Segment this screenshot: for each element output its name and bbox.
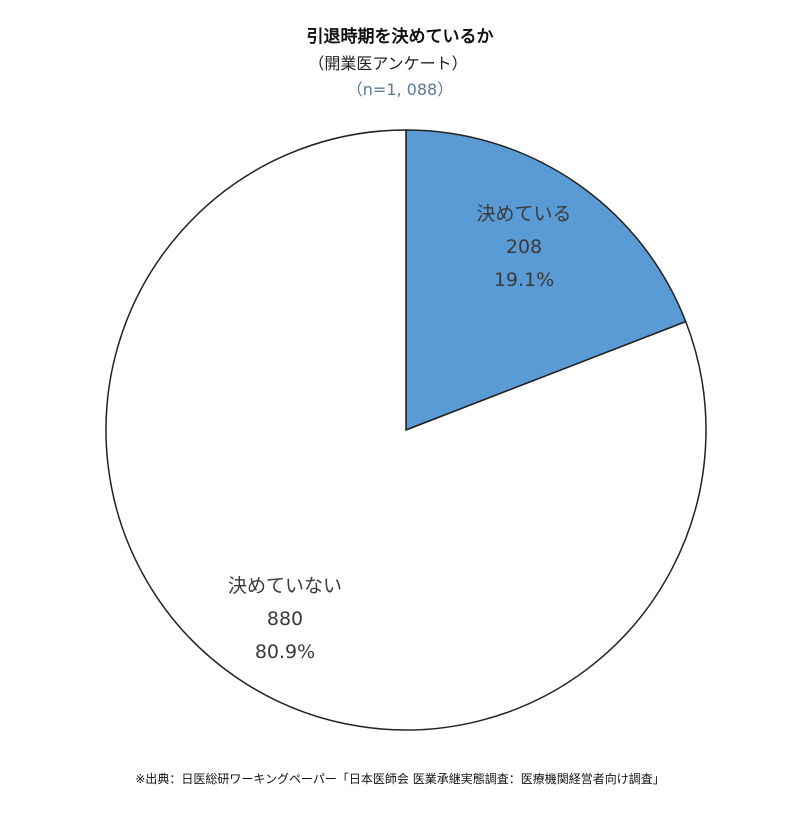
slice-label: 決めている [476,203,571,225]
source-note: ※出典：日医総研ワーキングペーパー「日本医師会 医業承継実態調査：医療機関経営者… [135,772,665,786]
chart-subtitle: （開業医アンケート） [308,54,468,73]
slice-value: 880 [267,608,303,630]
pie-slice-0 [405,129,687,432]
slice-percent: 80.9% [255,641,315,663]
chart-title: 引退時期を決めているか [306,27,494,47]
slice-value: 208 [506,236,542,258]
slice-label: 決めていない [228,575,342,597]
pie-slice-1 [105,129,707,731]
sample-size: （n=1, 088） [346,80,454,99]
slice-percent: 19.1% [494,269,554,291]
